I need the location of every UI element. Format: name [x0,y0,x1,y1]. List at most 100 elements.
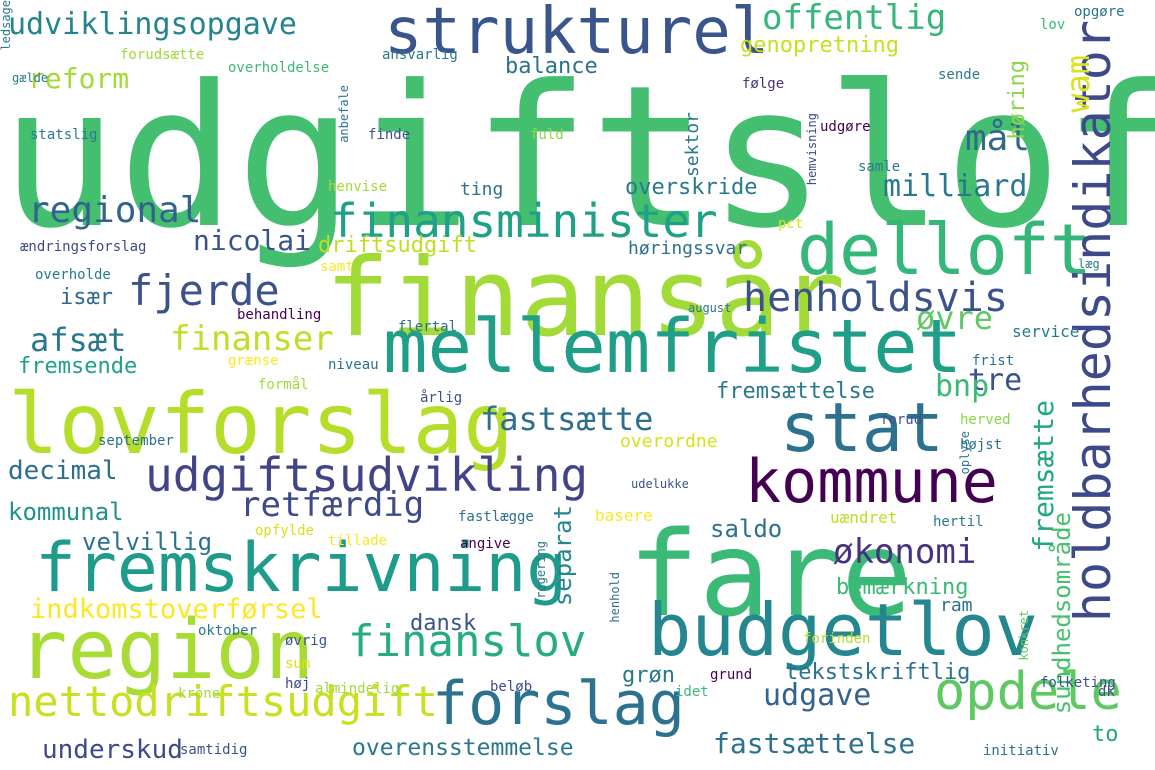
word-ram: ram [940,595,973,616]
word-afsaet: afsæt [30,321,127,359]
word-udgave: udgave [763,678,872,713]
word-angive: angive [460,536,511,552]
word-aendringsforslag: ændringsforslag [20,239,147,255]
word-region: region [18,603,315,698]
word-service: service [1012,322,1080,341]
word-retfaerdig: retfærdig [240,485,425,525]
word-statslig: statslig [30,127,98,143]
word-gron: grøn [622,663,675,688]
word-forslag: forslag [432,669,685,739]
word-fremskrivning: fremskrivning [35,529,568,608]
word-horing: høring [1005,60,1030,140]
word-ovre: øvre [916,299,994,337]
word-fastlaegge: fastlægge [458,509,534,525]
word-balance: balance [505,54,598,79]
word-sektor: sektor [682,112,703,178]
word-nicolai: nicolai [193,224,312,257]
word-separat: separat [549,505,577,607]
word-oplyse: oplyse [958,431,972,475]
word-delloft: delloft [797,209,1093,291]
word-to: to [1092,722,1119,747]
word-overskride: overskride [625,175,758,200]
word-overordne: overordne [620,431,718,452]
word-horingssvar: høringssvar [628,238,748,259]
word-udgiftsudvikling: udgiftsudvikling [145,448,589,502]
word-saldo: saldo [710,515,783,543]
word-august: august [688,301,732,315]
word-idet: idet [675,684,709,700]
word-kommunal: kommunal [8,498,124,526]
word-offentlig: offentlig [762,0,947,38]
word-kommune: kommune [745,447,998,517]
word-grund: grund [710,667,753,683]
word-udviklingsopgave: udviklingsopgave [8,7,297,42]
word-underskud: underskud [42,735,183,765]
word-gaelde: gælde [12,71,49,85]
word-samt: samt [320,259,354,275]
word-bnp: bnp [935,369,990,404]
word-folketing: folketing [1040,675,1116,691]
word-formal: formål [258,377,309,393]
word-okonomi: økonomi [833,532,977,572]
word-opfylde: opfylde [255,523,315,539]
word-ovrig: øvrig [285,633,328,649]
word-milliard: milliard [883,169,1028,204]
word-konkret: konkret [1017,610,1031,661]
word-fastsaette: fastsætte [480,400,654,438]
word-ansvarlig: ansvarlig [382,47,458,63]
word-krone: krone [178,686,221,702]
word-finanslov: finanslov [348,616,587,667]
word-fremsaettelse: fremsættelse [716,379,875,404]
word-frist: frist [972,353,1015,369]
word-finansminister: finansminister [330,194,718,248]
word-udgore: udgøre [820,119,871,135]
word-finansar: finansår [325,236,846,361]
word-fremsende: fremsende [18,354,138,379]
word-dk: dk [1098,684,1115,700]
word-september: september [98,433,174,449]
word-henvise: henvise [328,179,388,195]
word-graense: grænse [228,353,279,369]
word-basere: basere [595,506,653,525]
word-tre: tre [968,363,1023,398]
word-lovforslag: lovforslag [8,375,514,473]
word-forud: forud [880,412,923,428]
word-genopretning: genopretning [740,33,899,58]
word-regional: regional [28,190,202,231]
word-wam: wam [1059,55,1097,113]
word-behandling: behandling [237,307,322,323]
word-almindelig: almindelig [315,681,400,697]
word-regering: regering [534,541,548,599]
word-folge: følge [742,76,785,92]
word-finde: finde [368,127,411,143]
word-reform: reform [28,62,130,95]
word-hemvisning: hemvisning [805,113,819,186]
word-indkomstoverforsel: indkomstoverførsel [30,594,323,625]
word-fare: fare [628,505,913,643]
word-opdele: opdele [934,662,1122,722]
word-isaer: især [60,285,113,310]
word-henholdsvis: henholdsvis [743,275,1008,321]
word-fastsaettelse: fastsættelse [713,727,916,760]
word-forinden: forinden [803,631,871,647]
word-henhold: henhold [608,572,622,623]
word-hojst: højst [960,437,1003,453]
word-laeg: læg [1078,257,1100,271]
word-overholdelse: overholdelse [228,60,330,76]
word-udelukke: udelukke [631,477,689,491]
word-samtidig: samtidig [180,742,248,758]
word-opgore: opgøre [1074,4,1125,20]
word-fuld: fuld [530,127,564,143]
word-tekstskriftlig: tekstskriftlig [785,660,971,685]
word-forudsaette: forudsætte [120,47,205,63]
word-herved: herved [960,412,1011,428]
word-stat: stat [780,389,944,468]
word-pct: pct [778,216,804,232]
word-fjerde: fjerde [128,266,280,315]
word-udgiftsloft: udgiftsloft [0,44,1155,272]
word-ting: ting [460,179,504,200]
word-tillade: tillade [328,533,388,549]
word-dansk: dansk [410,611,477,636]
word-initiativ: initiativ [983,743,1059,759]
